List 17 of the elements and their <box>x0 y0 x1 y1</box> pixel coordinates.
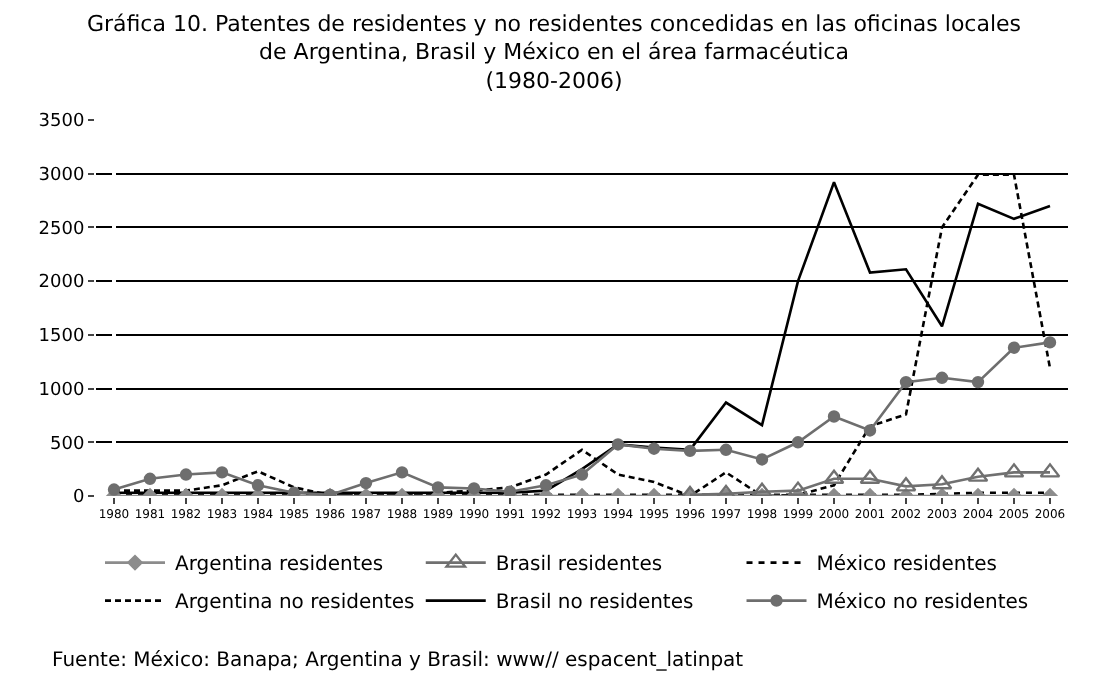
legend-label: Brasil residentes <box>495 554 663 577</box>
legend-label: Argentina residentes <box>175 554 384 577</box>
y-tick-label: 0 <box>72 488 85 509</box>
legend-label: México no residentes <box>816 592 1029 615</box>
y-tick-label: 500 <box>50 434 85 455</box>
chart-title: Gráfica 10. Patentes de residentes y no residentes concedidas en las oficinas locales de Argentina, Brasil y México en el área farmacéutica <box>86 10 1022 66</box>
legend-label: Argentina no residentes <box>175 592 415 615</box>
y-tick-label: 2000 <box>38 273 85 294</box>
legend-label: México residentes <box>816 554 998 577</box>
source-note: Fuente: México: Banapa; Argentina y Brasil: www// espacent_latinpat <box>52 650 744 672</box>
y-tick-label: 1000 <box>38 380 85 401</box>
chart-subtitle: (1980-2006) <box>485 67 623 94</box>
legend-label: Brasil no residentes <box>495 592 694 615</box>
y-tick-label: 3000 <box>38 166 85 187</box>
y-tick-label: 1500 <box>38 327 85 348</box>
y-tick-label: 2500 <box>38 219 85 240</box>
y-tick-label: 3500 <box>38 112 85 133</box>
